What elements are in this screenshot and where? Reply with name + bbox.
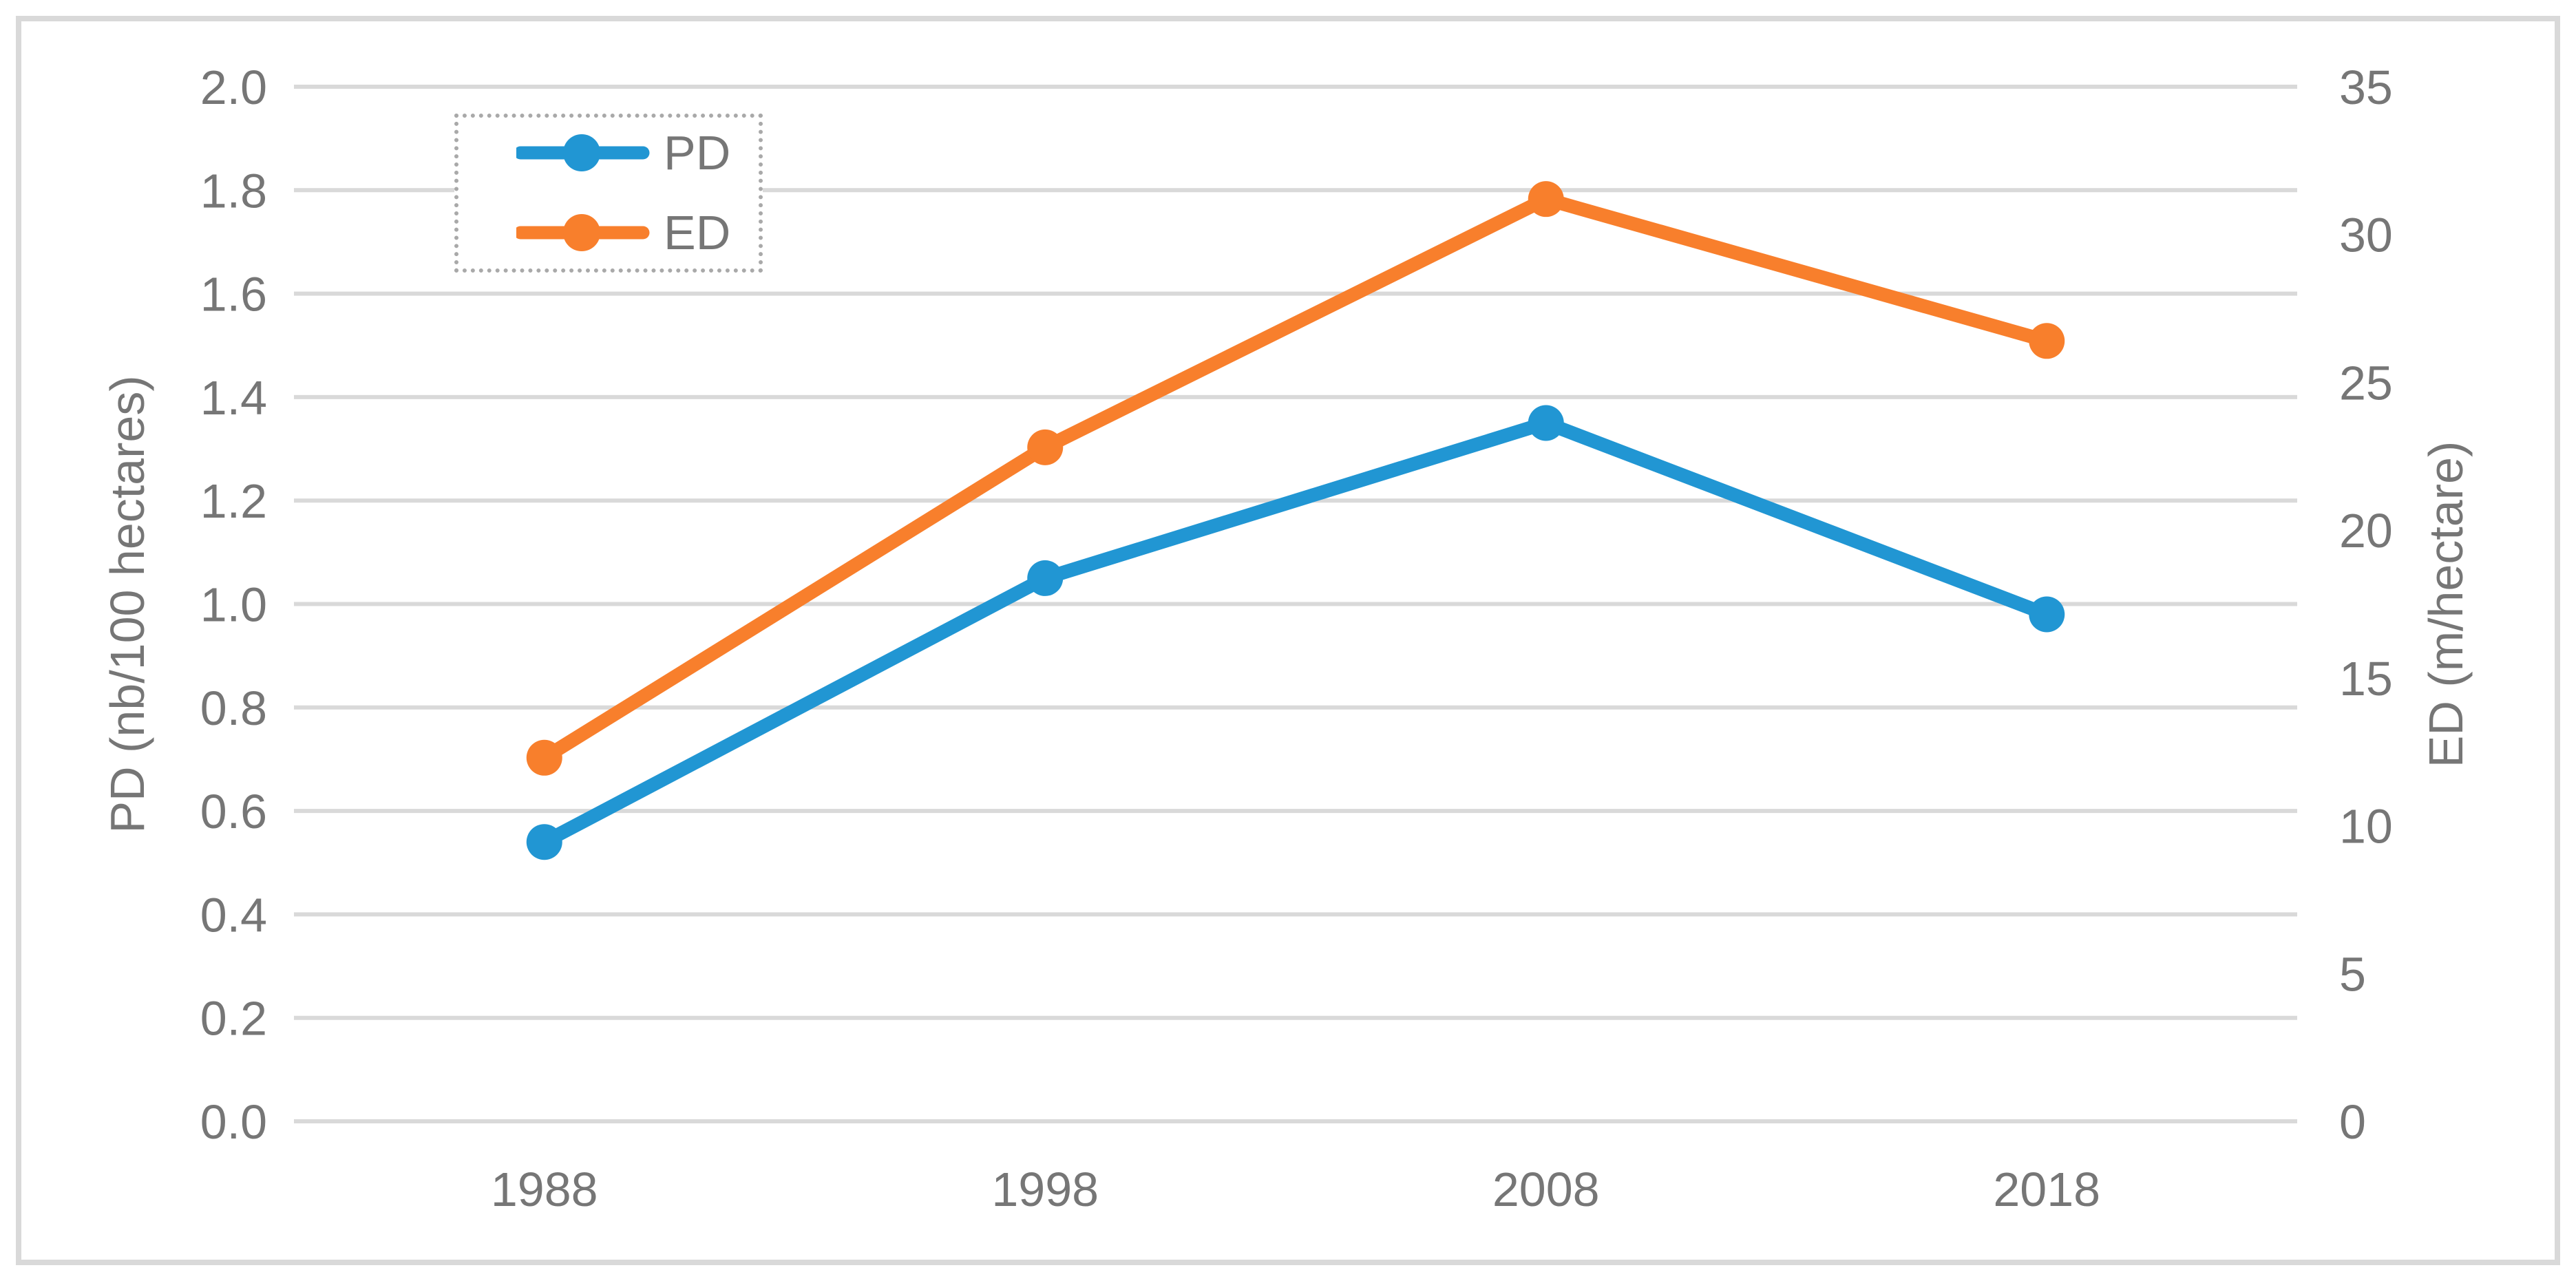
series-line-pd — [537, 416, 2054, 849]
marker-pd — [2029, 596, 2065, 633]
ed-legend-swatch — [516, 214, 650, 251]
legend-item-pd: PD — [516, 128, 759, 178]
left-tick-label: 1.4 — [200, 371, 267, 425]
right-tick-label: 20 — [2339, 504, 2393, 558]
marker-ed — [2029, 323, 2065, 359]
x-tick-label: 2018 — [1993, 1163, 2100, 1216]
right-tick-label: 35 — [2339, 61, 2393, 114]
left-tick-label: 0.4 — [200, 888, 267, 942]
left-tick-label: 1.2 — [200, 474, 267, 528]
left-tick-label: 0.2 — [200, 992, 267, 1046]
ed-legend-marker — [563, 214, 600, 251]
marker-pd — [526, 824, 562, 860]
series-line-ed — [537, 192, 2054, 765]
right-tick-label: 10 — [2339, 800, 2393, 854]
marker-pd — [1027, 560, 1064, 596]
marker-ed — [1027, 429, 1064, 465]
marker-ed — [526, 739, 562, 776]
left-tick-label: 1.8 — [200, 164, 267, 218]
left-tick-label: 0.0 — [200, 1095, 267, 1149]
left-tick-label: 1.0 — [200, 578, 267, 632]
left-tick-label: 0.8 — [200, 681, 267, 735]
right-tick-label: 15 — [2339, 652, 2393, 706]
legend: PD ED — [454, 114, 763, 273]
pd-legend-marker — [563, 134, 600, 171]
left-tick-label: 0.6 — [200, 785, 267, 838]
right-axis-title: ED (m/hectare) — [2419, 441, 2473, 768]
right-tick-label: 30 — [2339, 209, 2393, 262]
left-tick-label: 2.0 — [200, 61, 267, 114]
marker-pd — [1528, 405, 1564, 441]
x-tick-label: 2008 — [1492, 1163, 1600, 1216]
legend-item-ed: ED — [516, 208, 759, 257]
right-tick-label: 5 — [2339, 947, 2366, 1001]
left-tick-label: 1.6 — [200, 268, 267, 321]
x-tick-label: 1998 — [991, 1163, 1099, 1216]
right-tick-label: 0 — [2339, 1095, 2366, 1149]
legend-label-ed: ED — [664, 206, 731, 260]
marker-ed — [1528, 181, 1564, 218]
x-tick-label: 1988 — [491, 1163, 598, 1216]
legend-label-pd: PD — [664, 126, 731, 180]
right-tick-label: 25 — [2339, 356, 2393, 410]
pd-legend-swatch — [516, 134, 650, 171]
left-axis-title: PD (nb/100 hectares) — [101, 375, 154, 834]
